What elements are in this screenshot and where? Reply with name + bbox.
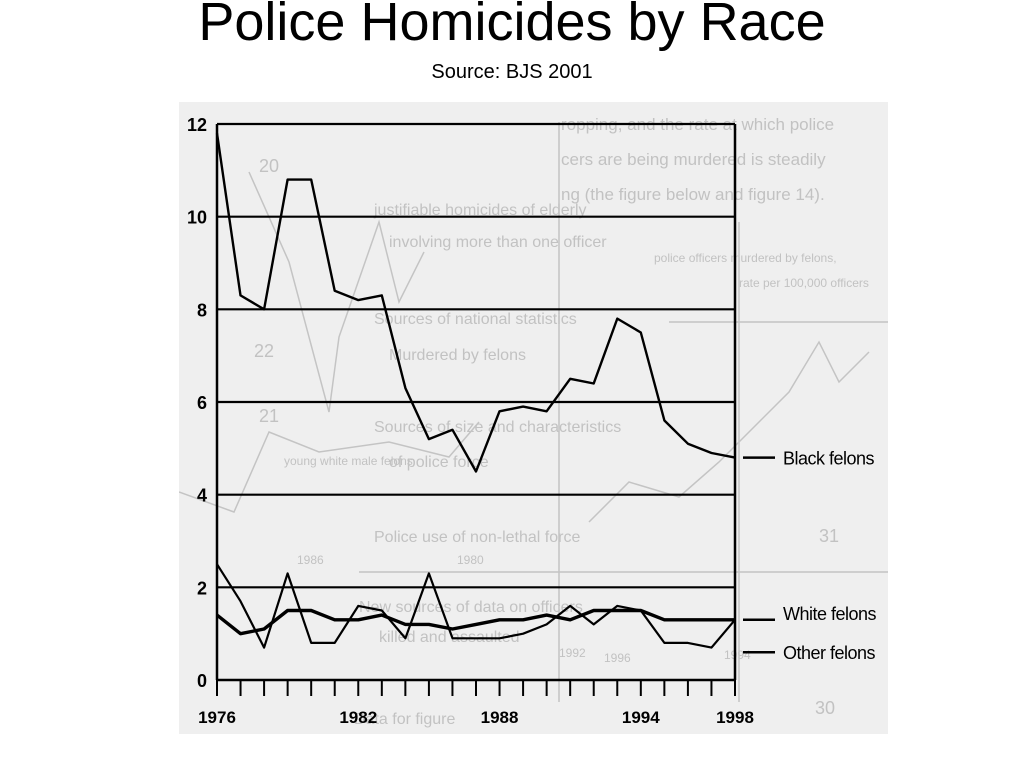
bleed-through-text: 30 [815,698,835,718]
series-line-other-felons [216,563,736,649]
y-tick-label: 0 [197,671,207,691]
bleed-through-text: police officers murdered by felons, [654,251,837,265]
series-line-black-felons [215,133,736,473]
bleed-through-text: 1986 [297,553,324,567]
bleed-through-text: 1992 [559,646,586,660]
legend-label-other-felons: Other felons [783,643,876,663]
y-tick-label: 10 [187,208,207,228]
y-tick-label: 8 [197,300,207,320]
bleed-through-text: 1980 [457,553,484,567]
slide-title: Police Homicides by Race [198,0,826,52]
x-tick-label: 1982 [339,708,377,727]
bleed-through-text: cers are being murdered is steadily [561,150,826,169]
bleed-through-text: New sources of data on officers [359,599,583,616]
bleed-through-text: young white male felons [284,454,413,468]
legend-label-white-felons: White felons [783,604,877,624]
bleed-through-text: of police force [389,454,489,471]
bleed-through-text: justifiable homicides of elderly [373,202,587,219]
y-tick-label: 12 [187,115,207,135]
bleed-through-text: killed and assaulted [379,629,520,646]
bleed-through-text: 22 [254,341,274,361]
bleed-through-text: Sources of national statistics [374,311,577,328]
y-tick-label: 4 [197,486,207,506]
y-tick-label: 2 [197,578,207,598]
bleed-through-text: ng (the figure below and figure 14). [561,185,825,204]
line-chart: ropping, and the rate at which policecer… [179,115,888,728]
bleed-through-text: Murdered by felons [389,347,526,364]
x-tick-label: 1998 [716,708,754,727]
bleed-through-text: 1996 [604,651,631,665]
bleed-through-text: 21 [259,406,279,426]
series-line-white-felons [215,608,735,636]
bleed-through-text: Data for figure [354,711,455,728]
x-tick-label: 1976 [198,708,236,727]
legend-label-black-felons: Black felons [783,449,875,469]
x-tick-label: 1994 [622,708,660,727]
bleed-through-text: Sources of size and characteristics [374,419,621,436]
y-tick-label: 6 [197,393,207,413]
bleed-through-text: 1994 [724,648,751,662]
bleed-through-text: 31 [819,526,839,546]
bleed-through-text: Police use of non-lethal force [374,529,580,546]
slide-subtitle: Source: BJS 2001 [431,61,593,83]
x-tick-label: 1988 [481,708,519,727]
bleed-through-text: rate per 100,000 officers [739,276,869,290]
scanned-figure: ropping, and the rate at which police cer… [179,102,888,734]
bleed-through-text: 20 [259,156,279,176]
bleed-through-text: involving more than one officer [389,234,607,251]
